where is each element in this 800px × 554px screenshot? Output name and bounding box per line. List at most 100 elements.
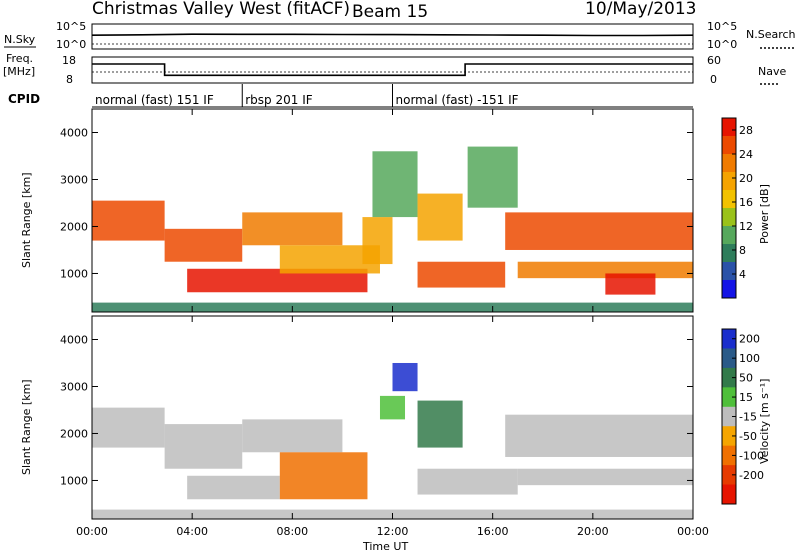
colorbar-swatch	[722, 348, 736, 369]
noise-ytick-top-left: 10^5	[56, 20, 86, 33]
power-colorbar: 4 8 12 16 20 24 28	[721, 117, 753, 299]
colorbar-swatch	[722, 226, 736, 245]
ytick-label: 1000	[60, 267, 88, 280]
freq-ytick-bottom-left: 8	[66, 73, 73, 86]
velocity-colorbar-tick: -15	[739, 411, 757, 424]
cpid-label: CPID	[8, 92, 40, 106]
colorbar-swatch	[722, 190, 736, 209]
cpid-segment-label: normal (fast) 151 IF	[95, 93, 214, 107]
data-region	[379, 395, 406, 420]
data-region	[164, 228, 243, 262]
nave-label: Nave	[758, 65, 786, 78]
power-ylabel: Slant Range [km]	[20, 172, 33, 268]
power-colorbar-title: Power [dB]	[758, 184, 771, 244]
velocity-colorbar-tick: 15	[739, 391, 753, 404]
velocity-colorbar: 200 100 50 15 -15 -50 -100 -200	[721, 328, 764, 505]
xtick-label: 00:00	[677, 525, 709, 538]
noise-ytick-bottom-left: 10^0	[56, 38, 86, 51]
data-region	[187, 268, 368, 293]
colorbar-swatch	[722, 329, 736, 349]
power-colorbar-tick: 20	[739, 172, 753, 185]
ytick-label: 2000	[60, 427, 88, 440]
colorbar-swatch	[722, 118, 736, 137]
data-region	[517, 468, 693, 486]
xtick-label: 08:00	[276, 525, 308, 538]
colorbar-swatch	[722, 262, 736, 281]
data-region	[92, 200, 165, 241]
velocity-colorbar-tick: -100	[739, 449, 764, 462]
data-region	[417, 400, 463, 448]
colorbar-swatch	[722, 406, 736, 427]
xtick-label: 16:00	[477, 525, 509, 538]
data-region	[279, 452, 368, 500]
velocity-colorbar-tick: 100	[739, 352, 760, 365]
data-region	[417, 193, 463, 241]
x-axis-label: Time UT	[362, 540, 408, 553]
ytick-label: 2000	[60, 220, 88, 233]
freq-ytick-top-left: 18	[62, 54, 76, 67]
data-region	[164, 424, 243, 469]
nsky-line	[91, 33, 694, 37]
power-colorbar-tick: 24	[739, 148, 753, 161]
beam-label: Beam 15	[352, 2, 428, 22]
data-region	[372, 151, 418, 218]
power-colorbar-tick: 28	[739, 124, 753, 137]
data-region	[187, 475, 280, 500]
data-region	[242, 419, 343, 453]
ytick-label: 3000	[60, 173, 88, 186]
colorbar-swatch	[722, 208, 736, 227]
data-region	[242, 212, 343, 246]
colorbar-swatch	[722, 136, 736, 155]
xtick-label: 12:00	[377, 525, 409, 538]
colorbar-swatch	[722, 445, 736, 466]
colorbar-swatch	[722, 172, 736, 191]
data-region	[417, 261, 506, 288]
colorbar-swatch	[722, 280, 736, 299]
xtick-label: 00:00	[76, 525, 108, 538]
velocity-colorbar-title: Velocity [m s⁻¹]	[758, 379, 771, 464]
colorbar-swatch	[722, 387, 736, 408]
data-region	[605, 273, 656, 295]
velocity-ylabel: Slant Range [km]	[20, 379, 33, 475]
colorbar-swatch	[722, 367, 736, 388]
power-colorbar-tick: 4	[739, 268, 746, 281]
colorbar-swatch	[722, 484, 736, 505]
colorbar-swatch	[722, 244, 736, 263]
noise-ytick-top-right: 10^5	[707, 20, 737, 33]
power-colorbar-tick: 12	[739, 220, 753, 233]
velocity-panel: 1000 2000 3000 4000 Slant Range [km]	[20, 315, 694, 520]
velocity-colorbar-tick: -50	[739, 430, 757, 443]
freq-ytick-bottom-right: 0	[710, 73, 717, 86]
ytick-label: 4000	[60, 333, 88, 346]
power-colorbar-tick: 16	[739, 196, 753, 209]
colorbar-swatch	[722, 465, 736, 486]
data-region	[467, 146, 518, 208]
ytick-label: 3000	[60, 380, 88, 393]
xtick-label: 20:00	[577, 525, 609, 538]
data-region	[505, 414, 693, 457]
station-title: Christmas Valley West (fitACF)	[92, 0, 350, 19]
xtick-label: 04:00	[176, 525, 208, 538]
power-panel: 1000 2000 3000 4000 Slant Range [km]	[20, 108, 694, 313]
ytick-label: 4000	[60, 126, 88, 139]
freq-ytick-top-right: 60	[707, 54, 721, 67]
velocity-colorbar-tick: 200	[739, 333, 760, 346]
data-region	[517, 261, 693, 279]
date-label: 10/May/2013	[585, 0, 697, 19]
colorbar-swatch	[722, 154, 736, 173]
ytick-label: 1000	[60, 474, 88, 487]
data-region	[392, 362, 418, 392]
cpid-segment-label: rbsp 201 IF	[245, 93, 312, 107]
cpid-panel: normal (fast) 151 IF rbsp 201 IF normal (f…	[92, 84, 693, 108]
cpid-segment-label: normal (fast) -151 IF	[396, 93, 519, 107]
nsearch-label: N.Search	[746, 28, 796, 41]
freq-unit-label: [MHz]	[3, 65, 35, 78]
power-colorbar-tick: 8	[739, 244, 746, 257]
freq-label: Freq.	[6, 52, 33, 65]
velocity-colorbar-tick: 50	[739, 372, 753, 385]
x-axis: 00:00 04:00 08:00 12:00 16:00 20:00 00:00	[76, 109, 709, 538]
data-region	[417, 468, 518, 495]
data-region	[362, 217, 393, 265]
nsky-label: N.Sky	[4, 33, 36, 46]
